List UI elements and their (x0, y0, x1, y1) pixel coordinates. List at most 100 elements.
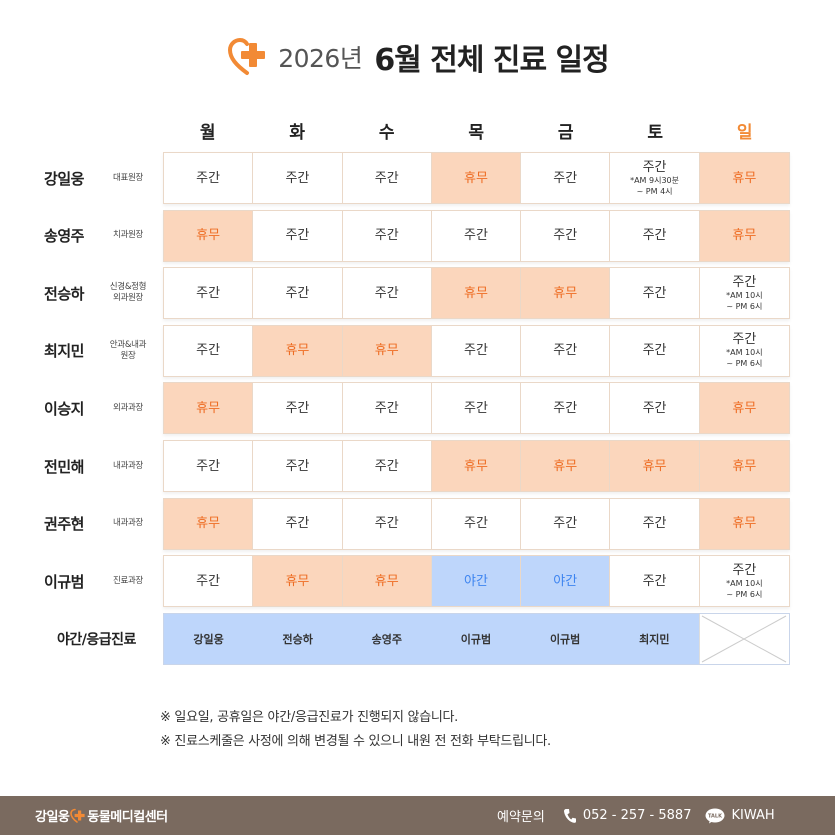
schedule-status: 주간 (553, 343, 578, 359)
schedule-status: 주간 (464, 400, 488, 416)
schedule-status: 주간 (642, 573, 667, 589)
day-thu: 목 (468, 123, 485, 143)
schedule-status: 휴무 (464, 458, 488, 474)
schedule-cells: 주간 주간 주간 휴무 휴무 주간 주간 *AM 10시 ~ PM 6시 (163, 267, 790, 320)
schedule-cell: 휴무 (342, 556, 432, 607)
schedule-status: 휴무 (464, 285, 488, 301)
schedule-status: 휴무 (732, 228, 757, 244)
schedule-cell: 주간 (164, 153, 254, 203)
doctor-role: 대표원장 (112, 172, 144, 183)
schedule-cell: 주간 (342, 153, 432, 203)
schedule-status: 주간 (642, 285, 667, 301)
schedule-status: 휴무 (196, 516, 221, 532)
footer: 강일웅 동물메디컬센터 예약문의 052 - 257 - 5887 TALK K… (0, 796, 835, 835)
schedule-status: 주간 (374, 458, 399, 474)
doctor-role: 안과&내과 원장 (109, 339, 147, 361)
schedule-status: 휴무 (374, 573, 399, 589)
schedule-hours-note: ~ PM 6시 (726, 589, 763, 599)
schedule-cells: 휴무 주간 주간 주간 주간 주간 휴무 (163, 382, 790, 435)
schedule-status: 주간 (642, 516, 667, 532)
kakao-id[interactable]: KIWAH (731, 808, 775, 823)
schedule-cell: 휴무 (521, 268, 611, 319)
schedule-cells: 휴무 주간 주간 주간 주간 주간 휴무 (163, 497, 790, 550)
schedule-cell: 주간 *AM 10시 ~ PM 6시 (699, 325, 789, 376)
schedule-cell: 휴무 (164, 210, 254, 261)
page-title: 2026년 6월 전체 진료 일정 (0, 32, 835, 82)
schedule-hours-note: ~ PM 6시 (726, 301, 763, 311)
doctor-info: 전승하 신경&정형 외과원장 (30, 267, 162, 319)
schedule-cell: 휴무 (699, 498, 789, 549)
schedule-cell: 휴무 (610, 441, 700, 491)
schedule-status: 휴무 (732, 400, 757, 416)
brand-name-right: 동물메디컬센터 (87, 810, 168, 825)
emergency-cell: 이규범 (549, 633, 581, 646)
schedule-hours-note: *AM 10시 (726, 578, 763, 588)
doctor-role: 내과과장 (112, 460, 144, 471)
schedule-status: 휴무 (285, 573, 310, 589)
day-tue: 화 (289, 123, 306, 143)
doctor-name: 강일웅 (44, 169, 84, 188)
schedule-cell: 휴무 (431, 268, 522, 319)
schedule-cells: 주간 휴무 휴무 야간 야간 주간 주간 *AM 10시 ~ PM 6시 (163, 555, 790, 608)
schedule-status: 주간 (642, 343, 667, 359)
note-line: ※ 진료스케줄은 사정에 의해 변경될 수 있으니 내원 전 전화 부탁드립니다… (160, 734, 551, 749)
doctor-name: 최지민 (44, 342, 84, 361)
schedule-hours-note: *AM 10시 (726, 348, 763, 358)
schedule-cell: 주간 (431, 498, 522, 549)
schedule-hours-note: ~ PM 6시 (726, 359, 763, 369)
schedule-cell: 주간 (253, 210, 343, 261)
schedule-status: 주간 (374, 228, 399, 244)
schedule-cell: 주간 *AM 9시30분 ~ PM 4시 (610, 153, 700, 203)
schedule-cell: 주간 (431, 383, 522, 434)
schedule-cell: 주간 (342, 268, 432, 319)
schedule-status: 주간 (464, 228, 488, 244)
kakaotalk-icon-label: TALK (708, 813, 723, 819)
schedule-status: 주간 (196, 343, 221, 359)
day-fri: 금 (557, 123, 574, 143)
schedule-status: 주간 (196, 170, 221, 186)
schedule-cell: 주간 (521, 153, 611, 203)
phone-icon (563, 808, 576, 823)
schedule-status: 휴무 (732, 458, 757, 474)
schedule-status: 휴무 (196, 400, 221, 416)
phone-number[interactable]: 052 - 257 - 5887 (582, 808, 692, 823)
schedule-cells: 주간 주간 주간 휴무 주간 주간 *AM 9시30분 ~ PM 4시 휴무 (163, 152, 790, 204)
doctor-info: 전민해 내과과장 (30, 440, 162, 492)
doctor-name: 전민해 (44, 457, 84, 476)
schedule-cell: 주간 (610, 383, 700, 434)
schedule-status: 주간 (553, 516, 578, 532)
doctor-name: 전승하 (44, 284, 84, 303)
schedule-cell: 야간 (431, 556, 522, 607)
doctor-info: 최지민 안과&내과 원장 (30, 325, 162, 377)
schedule-status: 주간 (285, 228, 310, 244)
schedule-cell: 주간 (521, 383, 611, 434)
doctor-row: 이규범 진료과장 주간 휴무 휴무 야간 야간 주간 주간 *AM 10시 ~ PM 6시 (30, 555, 790, 608)
heart-plus-icon (228, 37, 266, 75)
schedule-cell: 주간 (431, 325, 522, 376)
emergency-cell: 송영주 (371, 633, 403, 646)
schedule-status: 주간 (374, 285, 399, 301)
schedule-status: 주간 (374, 170, 399, 186)
doctor-role: 신경&정형 외과원장 (109, 282, 147, 304)
schedule-cell: 휴무 (431, 153, 522, 203)
schedule-cell: 주간 (521, 210, 611, 261)
emergency-cell: 강일웅 (193, 633, 224, 646)
schedule-cell: 주간 (164, 441, 254, 491)
schedule-cell: 휴무 (431, 441, 522, 491)
schedule-status: 휴무 (642, 458, 667, 474)
title-year: 2026년 (278, 44, 363, 73)
schedule-status: 주간 (464, 343, 488, 359)
doctor-row: 전승하 신경&정형 외과원장 주간 주간 주간 휴무 휴무 주간 주간 *AM 10시 ~ PM 6… (30, 267, 790, 320)
schedule-status: 주간 (374, 516, 399, 532)
schedule-hours-note: ~ PM 4시 (636, 186, 673, 196)
schedule-cell: 야간 (521, 556, 611, 607)
schedule-cell: 주간 (610, 268, 700, 319)
kakaotalk-icon: TALK (705, 808, 725, 823)
schedule-status: 주간 (196, 573, 221, 589)
doctor-info: 이승지 외과과장 (30, 382, 162, 434)
schedule-cell: 휴무 (699, 210, 789, 261)
schedule-cell: 주간 (610, 556, 700, 607)
doctor-row: 강일웅 대표원장 주간 주간 주간 휴무 주간 주간 *AM 9시30분 ~ PM 4시 휴무 (30, 152, 790, 204)
schedule-status: 주간 (642, 159, 667, 175)
schedule-hours-note: *AM 10시 (726, 290, 763, 300)
